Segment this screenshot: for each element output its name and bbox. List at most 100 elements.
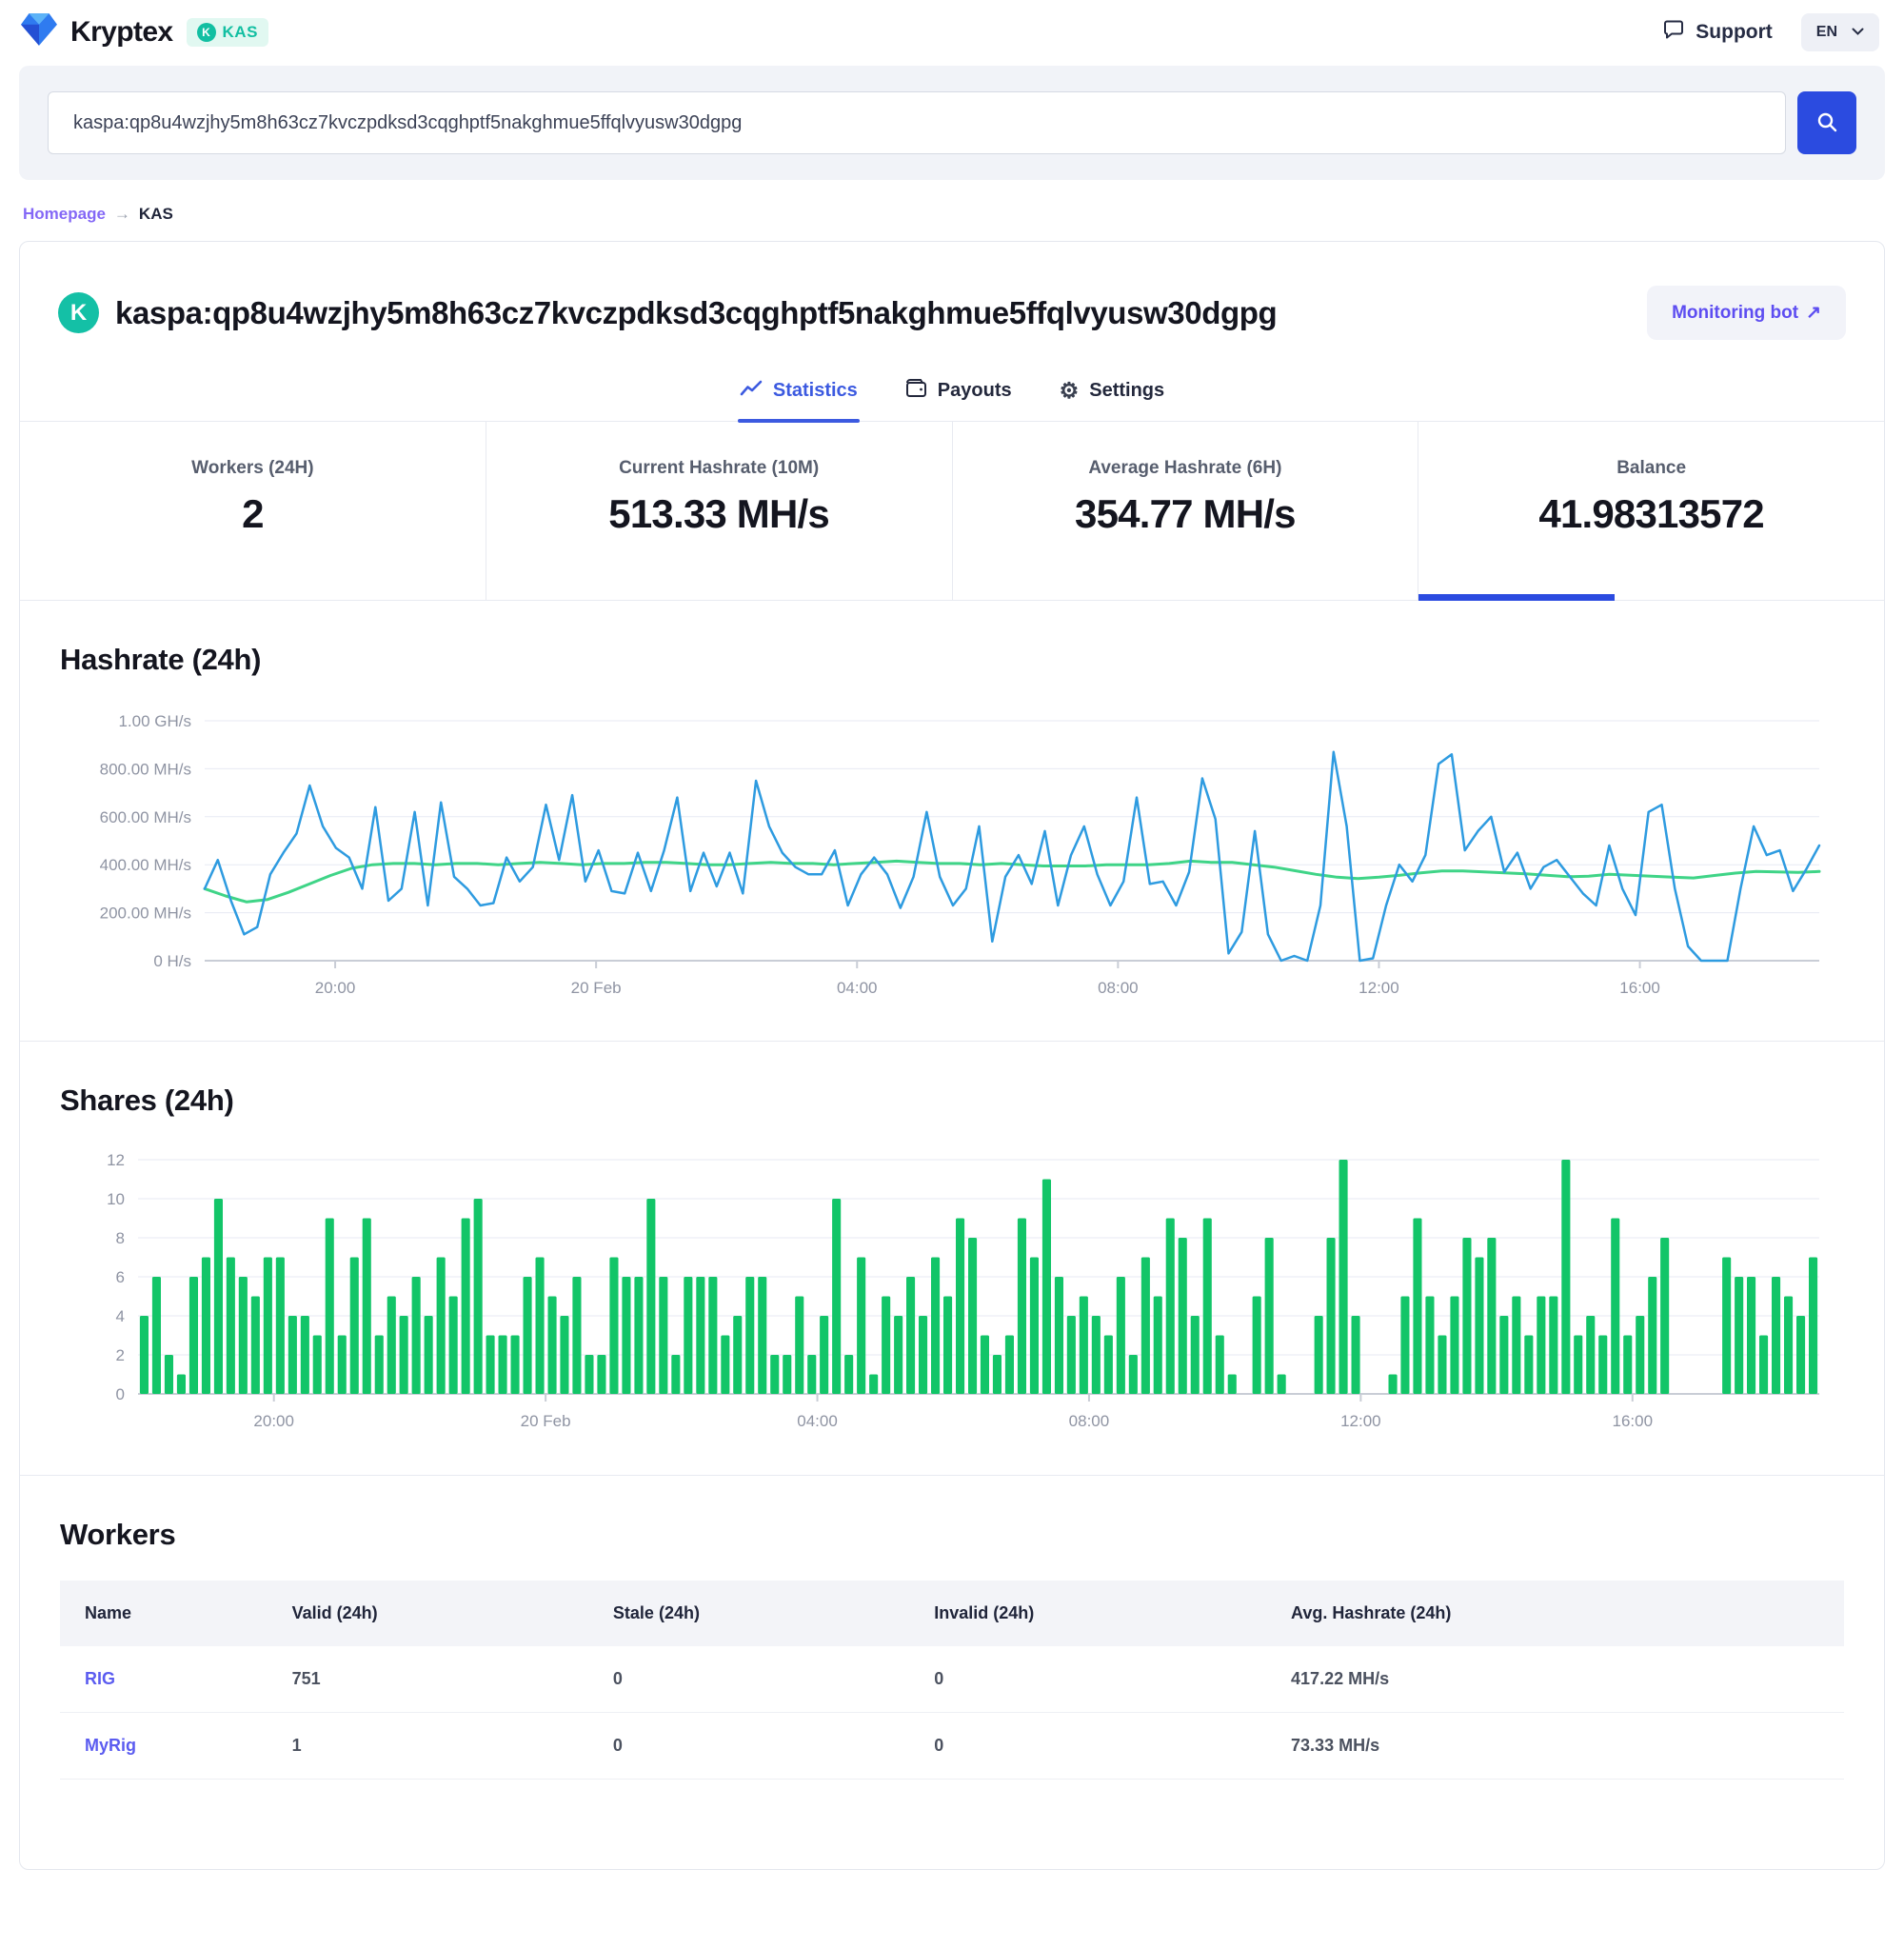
svg-text:08:00: 08:00 [1069,1412,1110,1430]
svg-text:04:00: 04:00 [837,979,878,997]
table-cell: 73.33 MH/s [1291,1712,1844,1780]
table-row: MyRig 1 0 0 73.33 MH/s [60,1712,1844,1780]
table-cell-name[interactable]: MyRig [60,1712,292,1780]
kaspa-coin-icon: K [58,292,99,333]
coin-badge[interactable]: K KAS [186,17,268,47]
table-cell: 0 [612,1646,935,1713]
language-selector[interactable]: EN [1800,12,1879,51]
column-header-invalid: Invalid (24h) [934,1603,1035,1622]
workers-table: Name Valid (24h) Stale (24h) Invalid (24… [60,1581,1844,1780]
support-button[interactable]: Support [1662,18,1773,47]
svg-text:20 Feb: 20 Feb [571,979,622,997]
address-header: K kaspa:qp8u4wzjhy5m8h63cz7kvczpdksd3cqg… [20,242,1884,349]
stat-average-hashrate[interactable]: Average Hashrate (6H) 354.77 MH/s [951,422,1418,600]
tab-payouts-label: Payouts [937,380,1012,401]
table-cell: 751 [291,1646,613,1713]
coin-badge-label: KAS [222,22,258,41]
stat-current-hashrate-label: Current Hashrate (10M) [619,458,820,478]
tab-payouts[interactable]: Payouts [905,378,1012,421]
svg-text:12:00: 12:00 [1359,979,1399,997]
support-label: Support [1696,20,1773,43]
table-row: RIG 751 0 0 417.22 MH/s [60,1646,1844,1713]
workers-section: Workers Name Valid (24h) Stale (24h) Inv… [20,1475,1884,1869]
svg-text:8: 8 [116,1229,125,1247]
svg-text:200.00 MH/s: 200.00 MH/s [100,905,191,923]
tab-statistics[interactable]: Statistics [737,378,860,423]
svg-text:6: 6 [116,1268,125,1286]
svg-text:20:00: 20:00 [253,1412,294,1430]
stat-average-hashrate-label: Average Hashrate (6H) [1088,458,1282,478]
svg-text:0 H/s: 0 H/s [153,952,191,970]
svg-text:400.00 MH/s: 400.00 MH/s [100,856,191,874]
gear-icon: ⚙ [1059,378,1080,403]
stat-balance-value: 41.98313572 [1538,491,1764,536]
worker-name-link[interactable]: MyRig [85,1736,136,1755]
hashrate-chart: 1.00 GH/s 800.00 MH/s 600.00 MH/s 400.00 MH… [100,712,1821,997]
stat-average-hashrate-value: 354.77 MH/s [1075,491,1296,536]
external-link-icon: ↗ [1806,303,1821,323]
tab-statistics-label: Statistics [772,380,858,401]
workers-title: Workers [60,1518,176,1551]
search-icon [1815,110,1838,136]
chevron-down-icon [1852,24,1864,41]
stat-workers-value: 2 [242,491,264,536]
svg-text:2: 2 [116,1346,125,1364]
stat-current-hashrate[interactable]: Current Hashrate (10M) 513.33 MH/s [485,422,952,600]
stat-workers[interactable]: Workers (24H) 2 [20,422,486,600]
svg-text:0: 0 [116,1385,125,1403]
shares-chart: 12 10 8 6 4 2 0 20:00 20 Feb 04:00 08:00 12:00 16:00 [107,1151,1819,1430]
column-header-avg-hashrate: Avg. Hashrate (24h) [1291,1603,1452,1622]
svg-text:12:00: 12:00 [1340,1412,1381,1430]
svg-text:04:00: 04:00 [797,1412,838,1430]
workers-table-header: Name Valid (24h) Stale (24h) Invalid (24… [60,1581,1844,1646]
hashrate-title: Hashrate (24h) [60,643,262,676]
tab-settings[interactable]: ⚙ Settings [1060,378,1165,421]
svg-text:16:00: 16:00 [1619,979,1660,997]
svg-text:20 Feb: 20 Feb [521,1412,571,1430]
stats-row: Workers (24H) 2 Current Hashrate (10M) 5… [20,421,1884,601]
table-cell: 0 [934,1646,1292,1713]
stat-balance-label: Balance [1616,458,1687,478]
table-cell-name[interactable]: RIG [60,1646,292,1713]
top-right: Support EN [1662,12,1879,51]
svg-text:08:00: 08:00 [1098,979,1139,997]
kaspa-icon: K [196,22,216,42]
monitoring-bot-label: Monitoring bot [1672,302,1799,323]
kryptex-logo-icon [21,12,57,51]
wallet-icon [905,378,927,404]
breadcrumb-separator: → [113,205,130,223]
column-header-name: Name [85,1603,132,1622]
brand-name: Kryptex [70,15,173,48]
stat-current-hashrate-value: 513.33 MH/s [608,491,829,536]
shares-title: Shares (24h) [60,1084,234,1117]
brand[interactable]: Kryptex K KAS [21,12,268,51]
table-cell: 417.22 MH/s [1291,1646,1844,1713]
stat-workers-label: Workers (24H) [191,458,314,478]
column-header-stale: Stale (24h) [612,1603,700,1622]
svg-text:16:00: 16:00 [1613,1412,1654,1430]
breadcrumb-home-link[interactable]: Homepage [23,205,106,223]
monitoring-bot-button[interactable]: Monitoring bot ↗ [1647,286,1846,340]
column-header-valid: Valid (24h) [291,1603,378,1622]
wallet-address: kaspa:qp8u4wzjhy5m8h63cz7kvczpdksd3cqghp… [115,294,1278,330]
stat-balance[interactable]: Balance 41.98313572 [1418,422,1884,601]
search-button[interactable] [1797,91,1856,154]
search-input[interactable] [48,91,1786,154]
worker-name-link[interactable]: RIG [85,1669,116,1688]
hashrate-section: Hashrate (24h) 1.00 GH/s 800.00 MH/s 600.0… [20,601,1884,1041]
card-bottom-spacer [60,1780,1844,1840]
table-cell: 0 [612,1712,935,1780]
svg-text:10: 10 [107,1190,125,1208]
svg-text:1.00 GH/s: 1.00 GH/s [118,712,191,730]
wallet-card: K kaspa:qp8u4wzjhy5m8h63cz7kvczpdksd3cqg… [19,241,1885,1870]
svg-text:800.00 MH/s: 800.00 MH/s [100,760,191,778]
svg-text:600.00 MH/s: 600.00 MH/s [100,808,191,826]
tab-settings-label: Settings [1089,380,1165,401]
breadcrumb-current: KAS [138,205,173,223]
svg-text:12: 12 [107,1151,125,1169]
breadcrumb: Homepage → KAS [23,205,1881,224]
shares-section: Shares (24h) 12 10 8 6 4 2 0 20:00 20 Feb 04:00 08… [20,1041,1884,1475]
language-value: EN [1815,23,1837,40]
svg-text:20:00: 20:00 [315,979,356,997]
table-cell: 1 [291,1712,613,1780]
